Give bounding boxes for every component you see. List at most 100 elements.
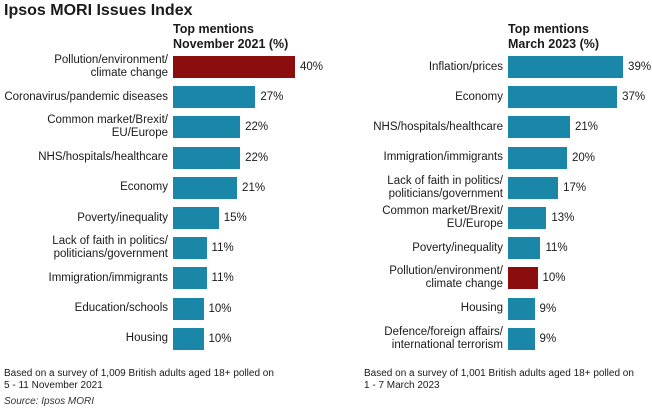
bar [508,237,541,260]
value-label: 15% [223,212,247,224]
category-label: Poverty/inequality [412,242,503,255]
value-label: 10% [208,332,232,345]
category-label-line: Defence/foreign affairs/ [384,325,503,338]
survey-footnote-line: 1 - 7 March 2023 [364,380,440,391]
panel-header: Top mentions November 2021 (%) [173,22,288,52]
panel-header-line: November 2021 (%) [173,37,289,51]
category-label: Poverty/inequality [77,212,168,225]
survey-footnote: Based on a survey of 1,001 British adult… [364,368,634,392]
category-label: Pollution/environment/climate change [389,265,503,291]
value-label: 39% [628,61,652,73]
value-label: 9% [539,302,557,315]
bar [508,267,538,290]
category-label-line: EU/Europe [446,218,503,230]
bar [173,56,295,78]
category-label: Lack of faith in politics/politicians/go… [387,175,503,201]
category-label-line: NHS/hospitals/healthcare [373,120,503,133]
category-label-line: Economy [455,90,503,103]
bar [508,327,535,350]
category-label: Economy [455,91,503,104]
value-label: 37% [622,91,646,104]
survey-footnote-line: Based on a survey of 1,009 British adult… [4,368,274,379]
category-label-line: Lack of faith in politics/ [52,235,168,248]
bar [173,267,207,290]
value-label: 10% [542,272,566,285]
source-note: Source: Ipsos MORI [4,396,95,407]
bar [508,86,618,109]
category-label: Pollution/environment/climate change [54,54,168,80]
category-label-line: NHS/hospitals/healthcare [38,151,168,164]
category-label-line: Pollution/environment/ [54,54,168,66]
category-label-line: politicians/government [53,248,168,261]
bar [173,297,204,320]
category-label: Lack of faith in politics/politicians/go… [52,235,168,261]
category-label-line: Pollution/environment/ [389,265,503,278]
category-label-line: EU/Europe [111,127,168,140]
survey-footnote: Based on a survey of 1,009 British adult… [4,368,274,392]
bar [173,207,219,229]
category-label-line: Coronavirus/pandemic diseases [4,90,168,103]
bar [508,297,535,320]
category-label-line: climate change [425,278,503,291]
chart-panel-march-2023: Top mentions March 2023 (%) Inflation/pric… [340,20,652,391]
category-label: Economy [120,181,168,194]
category-label: Coronavirus/pandemic diseases [4,91,168,104]
value-label: 9% [539,332,557,345]
category-label: Common market/Brexit/EU/Europe [382,205,503,231]
category-label: Education/schools [75,302,168,315]
bar [508,116,570,139]
category-label-line: Poverty/inequality [77,211,168,224]
value-label: 11% [211,242,234,255]
category-label-line: Housing [125,332,168,345]
bar [173,86,256,109]
chart-title: Ipsos MORI Issues Index [4,2,193,19]
category-label: Housing [461,302,503,315]
value-label: 22% [245,121,269,134]
category-label-line: Poverty/inequality [412,241,503,254]
value-label: 21% [574,121,598,134]
category-label-line: Lack of faith in politics/ [387,174,503,187]
bar [173,116,241,139]
category-label-line: Education/schools [74,302,168,315]
survey-footnote-line: 5 - 11 November 2021 [4,380,103,391]
category-label: NHS/hospitals/healthcare [373,121,503,134]
value-label: 10% [208,302,232,315]
category-label: Housing [126,332,168,345]
category-label-line: Housing [460,302,503,315]
value-label: 20% [572,151,596,164]
value-label: 40% [300,61,324,73]
survey-footnote-line: Based on a survey of 1,001 British adult… [364,368,634,379]
panel-header: Top mentions March 2023 (%) [508,22,599,52]
value-label: 21% [242,181,266,194]
value-label: 17% [563,181,587,194]
category-label-line: politicians/government [388,187,503,200]
value-label: 22% [245,151,269,164]
category-label-line: Inflation/prices [428,60,503,73]
bar [173,146,241,169]
panel-header-line: Top mentions [508,22,590,36]
category-label-line: Common market/Brexit/ [382,205,503,217]
bar [508,146,567,169]
category-label-line: Economy [120,181,168,194]
category-label-line: international terrorism [391,338,503,351]
category-label: Inflation/prices [429,61,503,74]
value-label: 27% [260,91,284,104]
category-label-line: Immigration/immigrants [383,151,504,164]
value-label: 11% [211,272,234,285]
category-label: Immigration/immigrants [384,151,504,164]
category-label: Defence/foreign affairs/international te… [384,326,503,352]
panel-header-line: Top mentions [173,22,255,36]
category-label: NHS/hospitals/healthcare [38,151,168,164]
bar [173,327,204,350]
value-label: 11% [545,242,568,255]
bar [508,176,559,199]
category-label-line: climate change [90,67,168,79]
category-label-line: Common market/Brexit/ [47,114,168,127]
bar [173,237,207,260]
category-label: Immigration/immigrants [49,272,169,285]
panel-header-line: March 2023 (%) [508,37,600,51]
bar [508,207,547,229]
chart-panel-november-2021: Top mentions November 2021 (%) Pollution/e… [0,20,340,391]
value-label: 13% [551,212,575,224]
category-label-line: Immigration/immigrants [48,271,169,284]
